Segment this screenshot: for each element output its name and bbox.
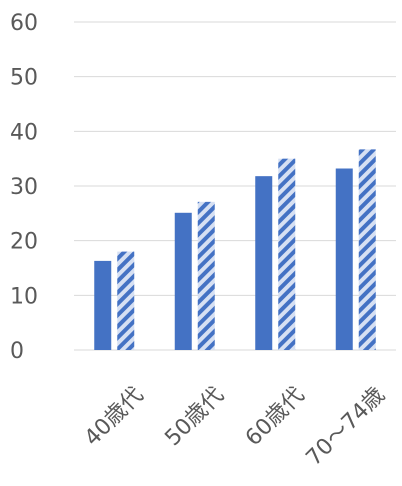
y-axis: 0 10 20 30 40 50 60	[10, 11, 38, 364]
x-category-label: 40歳代	[80, 383, 149, 452]
y-tick-label: 10	[10, 284, 38, 309]
bar-series-2	[278, 158, 296, 350]
y-tick-label: 0	[10, 339, 24, 364]
y-tick-label: 50	[10, 66, 38, 91]
y-tick-label: 30	[10, 175, 38, 200]
y-tick-label: 60	[10, 11, 38, 36]
bar-series-1	[335, 168, 353, 350]
bar-series-2	[197, 201, 215, 350]
bar-series-1	[94, 260, 112, 350]
bar-series-1	[174, 212, 192, 350]
x-category-label: 70～74歳	[302, 383, 390, 471]
bar-series-2	[117, 251, 135, 350]
x-category-label: 50歳代	[160, 383, 229, 452]
y-tick-label: 20	[10, 230, 38, 255]
bars	[94, 149, 376, 350]
x-category-label: 60歳代	[241, 383, 310, 452]
y-tick-label: 40	[10, 120, 38, 145]
bar-series-2	[358, 149, 376, 350]
bar-series-1	[255, 176, 273, 350]
